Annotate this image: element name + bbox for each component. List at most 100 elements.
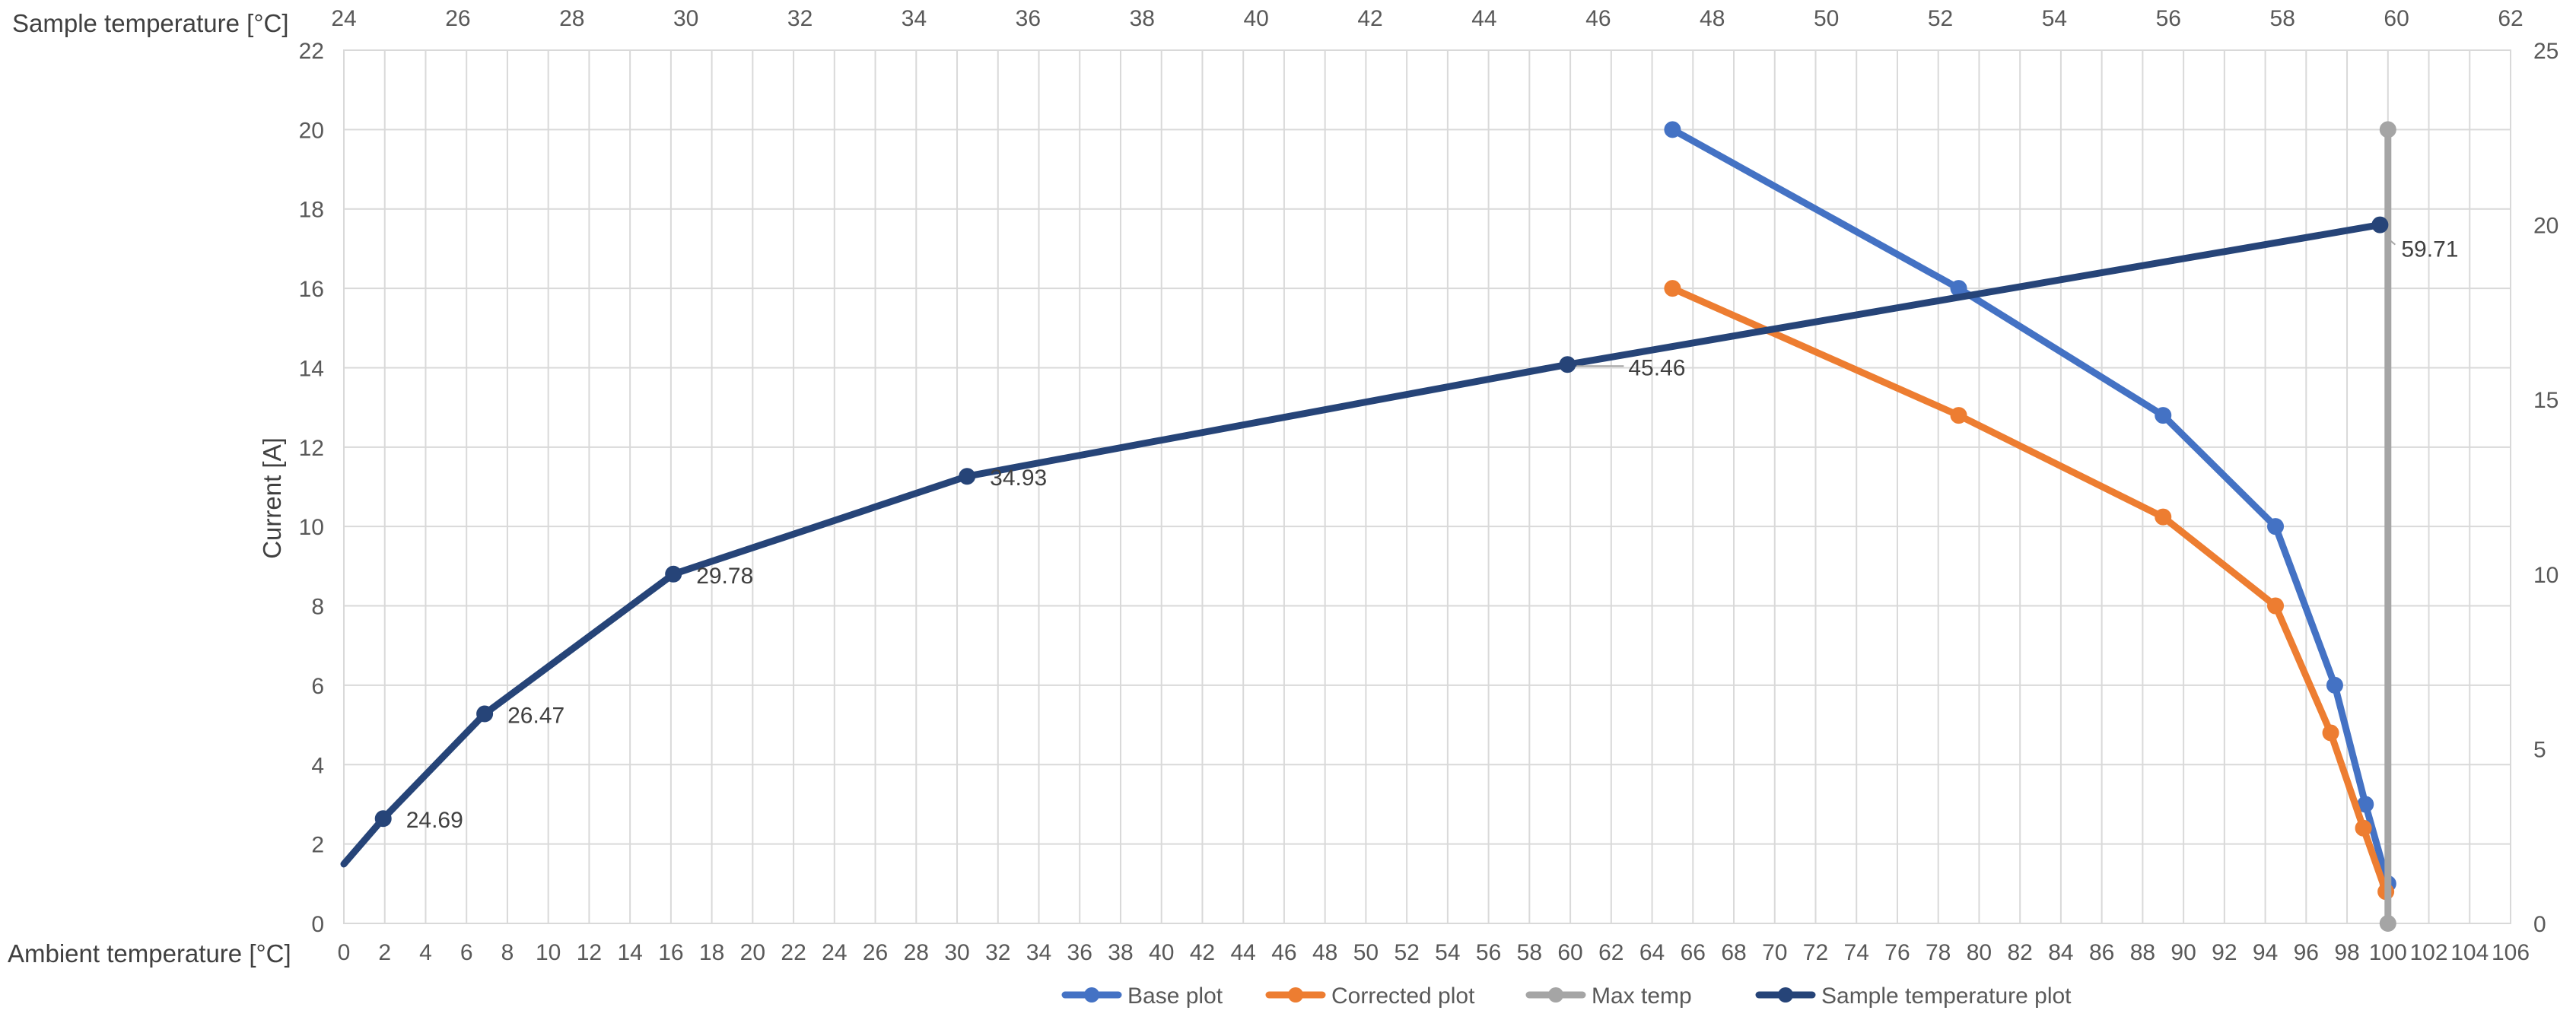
x-top-tick-labels: 24 26 28 30 32 34 36 38 40 42 44 46 48 50 52 54 56 58 60 62: [331, 6, 2523, 31]
x-bottom-tick-label: 26: [863, 940, 888, 965]
y-left-tick-label: 8: [311, 595, 324, 620]
x-top-tick-label: 34: [902, 6, 927, 31]
y-left-tick-label: 4: [311, 753, 324, 778]
data-point-sample-temperature-plot: [2371, 216, 2389, 234]
x-top-tick-label: 32: [787, 6, 813, 31]
x-bottom-tick-label: 28: [904, 940, 929, 965]
data-point-corrected-plot: [2155, 508, 2172, 526]
data-point-max-temp: [2379, 915, 2396, 932]
x-bottom-tick-label: 50: [1353, 940, 1379, 965]
data-labels: 24.69 26.47 29.78 34.93 45.46 59.71: [406, 236, 2458, 833]
horizontal-gridlines: [344, 49, 2511, 924]
data-point-base-plot: [2155, 407, 2172, 424]
y-left-tick-label: 6: [311, 674, 324, 699]
x-bottom-tick-label: 96: [2294, 940, 2319, 965]
x-bottom-tick-label: 64: [1639, 940, 1665, 965]
y-left-tick-labels: 0 2 4 6 8 10 12 14 16 18 20 22: [299, 39, 324, 937]
x-top-tick-label: 60: [2384, 6, 2409, 31]
vertical-gridlines: [343, 50, 2511, 923]
x-bottom-tick-label: 106: [2492, 940, 2530, 965]
x-bottom-tick-label: 32: [985, 940, 1010, 965]
data-point-base-plot: [1664, 121, 1681, 138]
x-top-tick-label: 56: [2156, 6, 2181, 31]
legend: Base plot Corrected plot Max temp Sample te…: [1061, 983, 2072, 1009]
y-left-axis-title: Current [A]: [258, 437, 286, 559]
legend-item: Max temp: [1525, 983, 1692, 1009]
x-bottom-tick-label: 20: [740, 940, 765, 965]
legend-label: Corrected plot: [1331, 983, 1475, 1009]
x-top-tick-label: 26: [445, 6, 470, 31]
x-bottom-tick-label: 88: [2130, 940, 2155, 965]
x-top-tick-label: 24: [331, 6, 356, 31]
y-right-tick-label: 20: [2533, 214, 2559, 239]
data-label: 34.93: [990, 466, 1047, 491]
x-bottom-tick-label: 92: [2212, 940, 2237, 965]
x-bottom-tick-label: 0: [338, 940, 351, 965]
data-point-base-plot: [2326, 676, 2343, 694]
x-bottom-tick-label: 62: [1598, 940, 1624, 965]
x-top-tick-label: 38: [1130, 6, 1155, 31]
series-layer: [340, 121, 2396, 932]
y-left-tick-label: 20: [299, 118, 324, 143]
x-bottom-tick-label: 48: [1312, 940, 1337, 965]
x-top-tick-label: 58: [2270, 6, 2295, 31]
x-bottom-tick-label: 22: [781, 940, 806, 965]
x-bottom-tick-label: 76: [1884, 940, 1910, 965]
series-sample-temperature-plot: [340, 216, 2389, 868]
x-bottom-tick-label: 104: [2450, 940, 2489, 965]
x-bottom-tick-label: 34: [1026, 940, 1051, 965]
x-top-tick-label: 46: [1585, 6, 1611, 31]
x-top-tick-label: 48: [1700, 6, 1725, 31]
x-bottom-tick-labels: 0 2 4 6 8 10 12 14 16 18 20 22 24 26 28 30 32 34 36 38 40 42 4…: [338, 940, 2530, 965]
x-bottom-tick-label: 80: [1967, 940, 1992, 965]
plot-area-border: [343, 49, 2511, 924]
x-top-tick-label: 30: [673, 6, 698, 31]
x-bottom-tick-label: 78: [1926, 940, 1951, 965]
data-point-corrected-plot: [2355, 819, 2372, 837]
x-bottom-tick-label: 54: [1435, 940, 1460, 965]
x-top-tick-label: 44: [1471, 6, 1496, 31]
x-bottom-axis-title: Ambient temperature [°C]: [8, 939, 291, 968]
x-bottom-tick-label: 90: [2171, 940, 2196, 965]
y-left-tick-label: 2: [311, 833, 324, 858]
x-bottom-tick-label: 58: [1517, 940, 1542, 965]
x-bottom-tick-label: 102: [2409, 940, 2447, 965]
x-bottom-tick-label: 4: [419, 940, 432, 965]
data-label: 26.47: [507, 703, 564, 728]
x-bottom-tick-label: 6: [460, 940, 473, 965]
data-point-corrected-plot: [1664, 280, 1681, 297]
x-bottom-tick-label: 24: [822, 940, 847, 965]
data-point-base-plot: [2267, 518, 2285, 535]
x-bottom-tick-label: 68: [1721, 940, 1746, 965]
x-bottom-tick-label: 98: [2334, 940, 2359, 965]
data-point-sample-temperature-plot: [1559, 356, 1576, 373]
data-point-max-temp: [2379, 121, 2396, 138]
x-bottom-tick-label: 36: [1067, 940, 1092, 965]
y-right-tick-label: 10: [2533, 563, 2559, 588]
legend-item: Base plot: [1061, 983, 1223, 1009]
legend-swatch-marker: [1548, 987, 1563, 1003]
x-top-tick-label: 62: [2498, 6, 2523, 31]
x-bottom-tick-label: 86: [2089, 940, 2114, 965]
data-point-sample-temperature-plot: [374, 810, 392, 828]
y-left-tick-label: 14: [299, 356, 324, 381]
legend-swatch-marker: [1288, 987, 1303, 1003]
x-top-tick-label: 40: [1243, 6, 1268, 31]
x-bottom-tick-label: 60: [1557, 940, 1582, 965]
data-point-corrected-plot: [2322, 724, 2339, 742]
x-bottom-tick-label: 18: [699, 940, 724, 965]
x-bottom-tick-label: 2: [378, 940, 391, 965]
x-top-tick-label: 54: [2042, 6, 2067, 31]
y-right-tick-label: 25: [2533, 39, 2559, 64]
x-bottom-tick-label: 94: [2253, 940, 2278, 965]
data-point-corrected-plot: [1950, 407, 1967, 424]
x-bottom-tick-label: 100: [2369, 940, 2407, 965]
data-point-sample-temperature-plot: [665, 565, 682, 583]
legend-label: Base plot: [1127, 983, 1223, 1009]
x-bottom-tick-label: 46: [1271, 940, 1296, 965]
y-left-tick-label: 10: [299, 515, 324, 540]
x-top-tick-label: 42: [1357, 6, 1382, 31]
x-bottom-tick-label: 82: [2007, 940, 2032, 965]
y-left-tick-label: 0: [311, 912, 324, 937]
